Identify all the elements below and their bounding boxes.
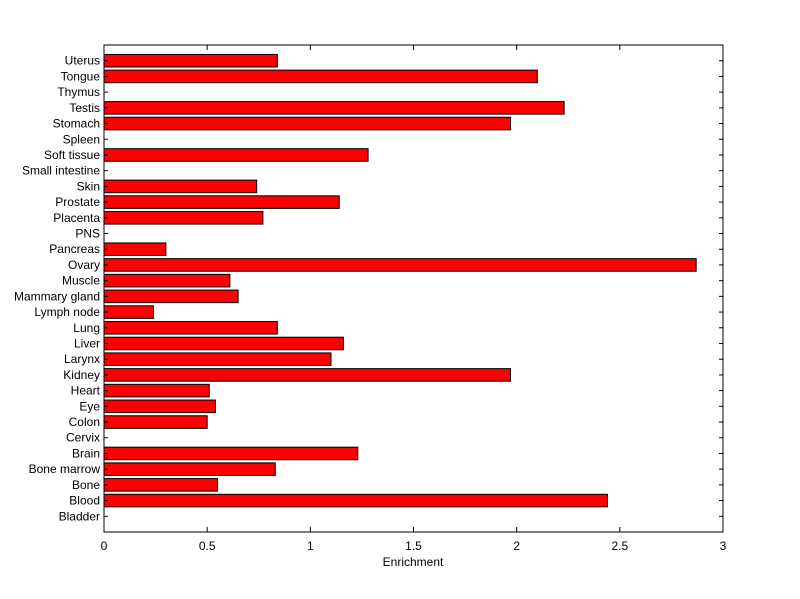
bar-colon xyxy=(103,415,208,429)
y-tick-label-muscle: Muscle xyxy=(62,274,100,288)
bar-ovary xyxy=(103,258,697,272)
bar-stomach xyxy=(103,116,511,131)
bar-lymph-node xyxy=(103,305,155,319)
y-tick-label-small-intestine: Small intestine xyxy=(22,164,100,178)
y-tick-label-pancreas: Pancreas xyxy=(49,242,100,256)
x-axis-ticks: 0 0.5 1 1.5 2 2.5 3 xyxy=(101,45,727,553)
x-tick-label: 1.5 xyxy=(405,539,422,553)
bar-larynx xyxy=(103,352,332,366)
bar-uterus xyxy=(103,53,278,68)
y-tick-label-bladder: Bladder xyxy=(59,509,100,523)
bar-soft-tissue xyxy=(103,148,369,162)
bar-tongue xyxy=(103,69,538,84)
y-tick-label-colon: Colon xyxy=(69,415,100,429)
bar-placenta xyxy=(103,211,264,225)
y-tick-label-thymus: Thymus xyxy=(57,85,100,99)
x-tick-label: 0.5 xyxy=(199,539,216,553)
y-tick-label-stomach: Stomach xyxy=(53,117,100,131)
bar-blood xyxy=(103,493,608,508)
bar-pancreas xyxy=(103,242,167,257)
y-tick-label-soft-tissue: Soft tissue xyxy=(44,148,100,162)
y-tick-label-blood: Blood xyxy=(69,494,100,508)
y-tick-label-pns: PNS xyxy=(75,227,100,241)
y-tick-label-ovary: Ovary xyxy=(68,258,100,272)
y-tick-label-eye: Eye xyxy=(79,399,100,413)
y-tick-label-mammary-gland: Mammary gland xyxy=(14,289,100,303)
bar-bone-marrow xyxy=(103,462,276,476)
bar-brain xyxy=(103,446,359,461)
bar-heart xyxy=(103,383,210,398)
y-tick-label-skin: Skin xyxy=(77,179,100,193)
bar-liver xyxy=(103,336,344,351)
x-axis-label: Enrichment xyxy=(383,555,444,569)
y-tick-label-bone-marrow: Bone marrow xyxy=(29,462,101,476)
x-tick-label: 2.5 xyxy=(611,539,628,553)
y-tick-label-heart: Heart xyxy=(71,384,101,398)
bars-group xyxy=(103,53,697,508)
y-tick-label-lymph-node: Lymph node xyxy=(34,305,100,319)
y-tick-label-tongue: Tongue xyxy=(61,69,101,83)
y-tick-label-cervix: Cervix xyxy=(66,431,100,445)
bar-bone xyxy=(103,478,218,492)
y-tick-label-testis: Testis xyxy=(69,101,100,115)
y-tick-label-larynx: Larynx xyxy=(64,352,100,366)
bar-skin xyxy=(103,179,258,194)
y-tick-label-uterus: Uterus xyxy=(65,54,100,68)
bar-mammary-gland xyxy=(103,289,239,304)
y-tick-label-lung: Lung xyxy=(73,321,100,335)
y-tick-label-spleen: Spleen xyxy=(63,132,100,146)
x-tick-label: 1 xyxy=(307,539,314,553)
bar-eye xyxy=(103,399,216,414)
bar-prostate xyxy=(103,195,340,209)
y-tick-label-placenta: Placenta xyxy=(53,211,100,225)
x-tick-label: 3 xyxy=(720,539,727,553)
bar-testis xyxy=(103,101,565,115)
y-tick-label-brain: Brain xyxy=(72,446,100,460)
y-tick-label-prostate: Prostate xyxy=(55,195,100,209)
bar-lung xyxy=(103,320,278,335)
y-tick-label-kidney: Kidney xyxy=(63,368,100,382)
x-tick-label: 0 xyxy=(101,539,108,553)
y-tick-label-liver: Liver xyxy=(74,336,100,350)
y-tick-label-bone: Bone xyxy=(72,478,100,492)
bar-muscle xyxy=(103,273,231,288)
x-tick-label: 2 xyxy=(513,539,520,553)
bar-kidney xyxy=(103,368,511,382)
